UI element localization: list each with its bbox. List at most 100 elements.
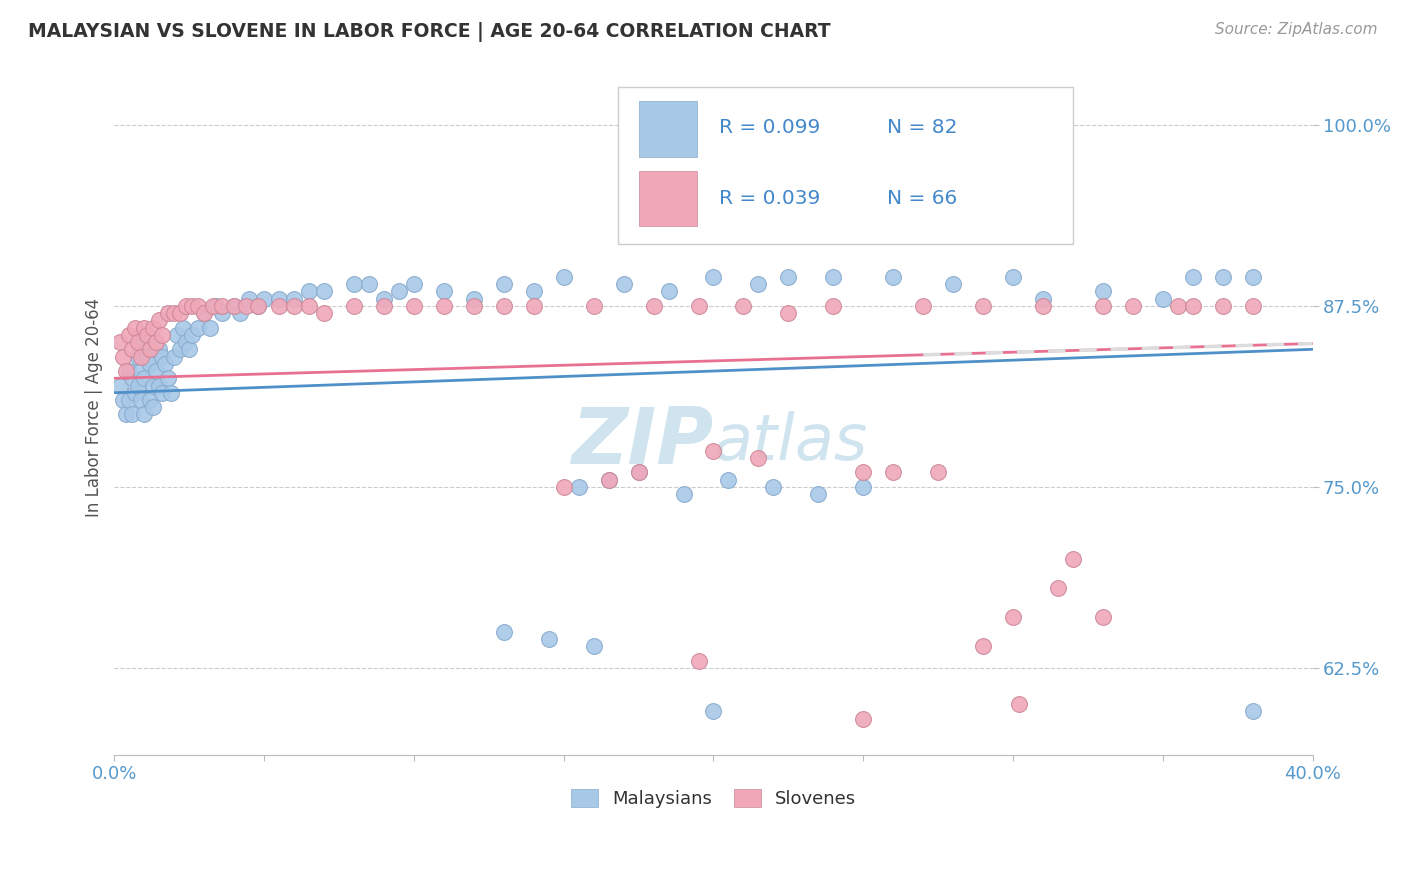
Point [163, 306, 186, 320]
Point [1241, 269, 1264, 284]
Point [553, 480, 575, 494]
Legend: Malaysians, Slovenes: Malaysians, Slovenes [564, 781, 863, 815]
Point [166, 327, 188, 342]
Point [121, 371, 143, 385]
Point [852, 466, 875, 480]
Point [523, 285, 546, 299]
Point [110, 378, 132, 392]
Point [193, 306, 215, 320]
Point [1181, 299, 1204, 313]
Point [882, 269, 904, 284]
Point [155, 357, 177, 371]
Text: R = 0.039: R = 0.039 [720, 189, 821, 208]
Point [235, 299, 257, 313]
Point [1091, 299, 1114, 313]
Point [702, 443, 724, 458]
Text: Source: ZipAtlas.com: Source: ZipAtlas.com [1215, 22, 1378, 37]
Point [150, 350, 173, 364]
Point [658, 285, 681, 299]
Point [823, 299, 845, 313]
Text: MALAYSIAN VS SLOVENE IN LABOR FORCE | AGE 20-64 CORRELATION CHART: MALAYSIAN VS SLOVENE IN LABOR FORCE | AG… [28, 22, 831, 42]
Point [1212, 299, 1234, 313]
Point [343, 277, 366, 292]
Text: N = 82: N = 82 [887, 118, 957, 136]
Point [211, 306, 233, 320]
Point [157, 306, 180, 320]
Point [115, 364, 138, 378]
Point [553, 269, 575, 284]
Text: R = 0.099: R = 0.099 [720, 118, 821, 136]
Point [1212, 269, 1234, 284]
Point [131, 364, 153, 378]
Point [205, 299, 228, 313]
Point [747, 450, 769, 465]
Point [136, 350, 159, 364]
Point [134, 371, 156, 385]
Point [627, 466, 650, 480]
Point [1002, 610, 1025, 624]
Point [283, 299, 305, 313]
Point [169, 306, 191, 320]
Text: atlas: atlas [713, 411, 868, 473]
Y-axis label: In Labor Force | Age 20-64: In Labor Force | Age 20-64 [86, 298, 103, 516]
Point [314, 285, 336, 299]
Point [150, 327, 173, 342]
Text: ZIP: ZIP [571, 404, 713, 480]
Point [402, 299, 425, 313]
Point [187, 320, 209, 334]
Point [145, 334, 167, 349]
Point [942, 277, 965, 292]
Point [269, 299, 291, 313]
Point [112, 392, 135, 407]
Bar [640, 171, 697, 227]
Point [807, 487, 830, 501]
Point [463, 292, 485, 306]
Text: N = 66: N = 66 [887, 189, 957, 208]
Point [523, 299, 546, 313]
Point [224, 299, 246, 313]
Point [492, 277, 515, 292]
Point [613, 277, 636, 292]
Point [121, 408, 143, 422]
Point [702, 705, 724, 719]
Point [160, 385, 183, 400]
Point [118, 327, 141, 342]
Point [115, 408, 138, 422]
Point [142, 320, 165, 334]
Point [778, 306, 800, 320]
Point [110, 334, 132, 349]
Point [131, 392, 153, 407]
Point [157, 371, 180, 385]
Point [643, 299, 665, 313]
Point [283, 292, 305, 306]
Point [912, 299, 935, 313]
Point [211, 299, 233, 313]
Point [433, 299, 456, 313]
Point [823, 269, 845, 284]
Point [537, 632, 560, 646]
Point [139, 357, 162, 371]
Point [142, 401, 165, 415]
Point [298, 285, 321, 299]
Point [627, 466, 650, 480]
Point [134, 320, 156, 334]
Point [733, 299, 755, 313]
Point [148, 378, 170, 392]
Point [121, 343, 143, 357]
Point [131, 350, 153, 364]
Point [433, 285, 456, 299]
Point [181, 327, 204, 342]
Point [238, 292, 260, 306]
Point [388, 285, 411, 299]
Point [163, 350, 186, 364]
Point [598, 473, 620, 487]
Point [142, 378, 165, 392]
Point [118, 392, 141, 407]
Point [202, 299, 225, 313]
Point [582, 299, 605, 313]
Point [145, 364, 167, 378]
Point [373, 292, 395, 306]
Point [778, 269, 800, 284]
Point [169, 343, 191, 357]
Point [1091, 610, 1114, 624]
